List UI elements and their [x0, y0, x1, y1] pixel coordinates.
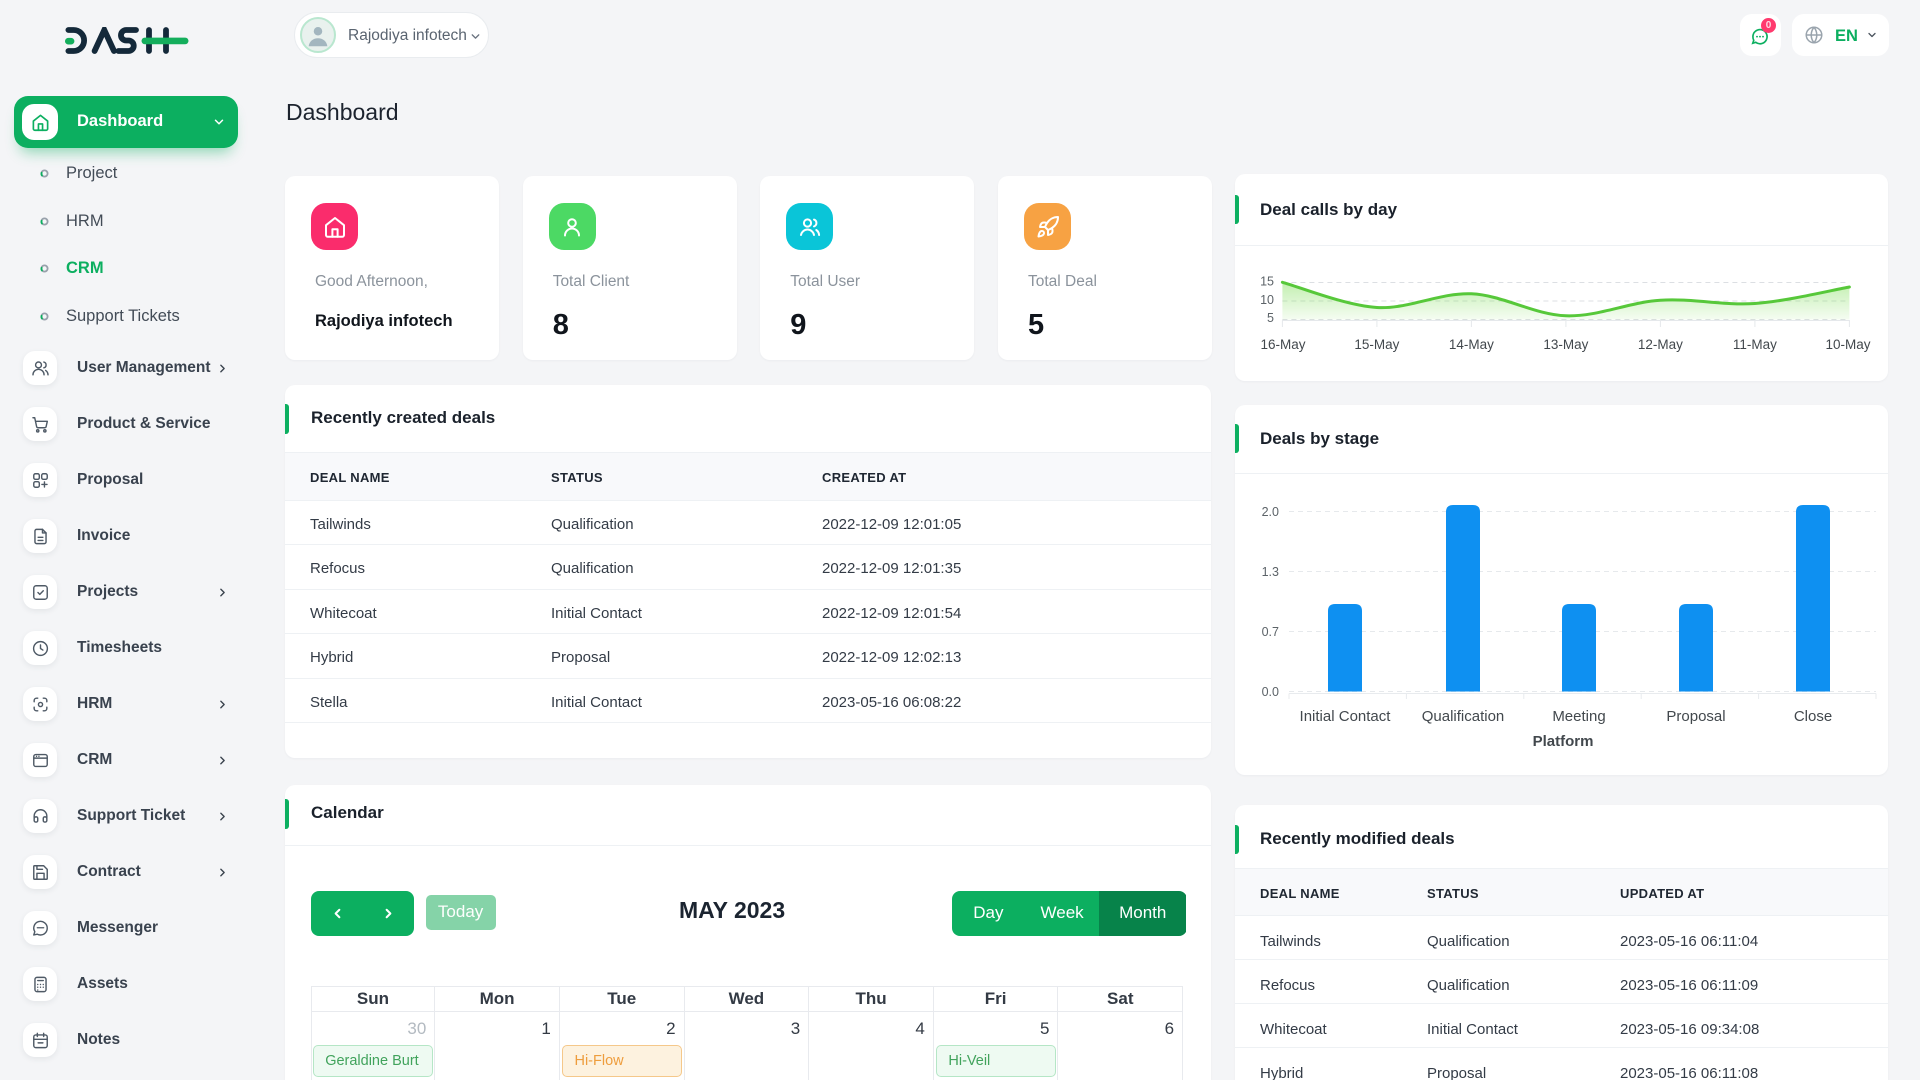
svg-text:11-May: 11-May	[1733, 337, 1777, 352]
svg-text:5: 5	[1267, 311, 1274, 325]
svg-text:16-May: 16-May	[1260, 337, 1305, 352]
svg-text:2.0: 2.0	[1262, 505, 1279, 519]
svg-text:Proposal: Proposal	[1666, 708, 1725, 725]
svg-text:0.0: 0.0	[1262, 685, 1279, 699]
svg-text:1.3: 1.3	[1262, 565, 1279, 579]
svg-text:Meeting: Meeting	[1552, 708, 1605, 725]
svg-text:12-May: 12-May	[1638, 337, 1683, 352]
svg-text:13-May: 13-May	[1543, 337, 1588, 352]
svg-text:14-May: 14-May	[1449, 337, 1494, 352]
svg-text:Close: Close	[1794, 708, 1832, 725]
svg-text:Qualification: Qualification	[1422, 708, 1505, 725]
svg-text:Initial Contact: Initial Contact	[1300, 708, 1392, 725]
svg-text:0.7: 0.7	[1262, 625, 1279, 639]
svg-text:15: 15	[1260, 274, 1274, 288]
svg-text:10-May: 10-May	[1825, 337, 1870, 352]
svg-text:15-May: 15-May	[1354, 337, 1399, 352]
svg-text:10: 10	[1260, 293, 1274, 307]
svg-text:Platform: Platform	[1533, 733, 1594, 750]
